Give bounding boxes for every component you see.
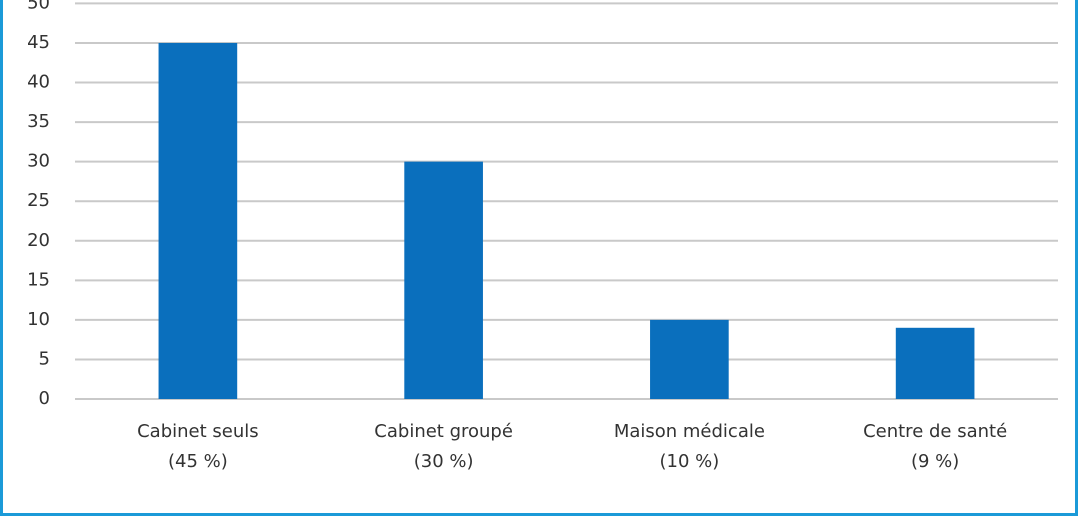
x-tick-label: Maison médicale (10 %) xyxy=(614,421,765,472)
y-tick-label: 25 xyxy=(27,190,50,211)
y-tick-label: 30 xyxy=(27,151,50,172)
y-tick-label: 40 xyxy=(27,72,50,93)
y-tick-label: 50 xyxy=(27,0,50,13)
bar xyxy=(158,42,238,400)
x-tick-label: Cabinet groupé (30 %) xyxy=(374,421,513,472)
y-tick-label: 10 xyxy=(27,309,50,330)
x-tick-label: Cabinet seuls (45 %) xyxy=(137,421,259,472)
y-tick-label: 0 xyxy=(39,388,50,409)
y-tick-label: 5 xyxy=(39,348,50,369)
bar xyxy=(895,327,975,399)
y-tick-label: 45 xyxy=(27,32,50,53)
y-tick-label: 20 xyxy=(27,230,50,251)
x-tick-label: Centre de santé (9 %) xyxy=(863,421,1007,472)
bar xyxy=(404,161,483,399)
y-tick-label: 15 xyxy=(27,269,50,290)
bar xyxy=(650,319,729,399)
y-tick-label: 35 xyxy=(27,111,50,132)
